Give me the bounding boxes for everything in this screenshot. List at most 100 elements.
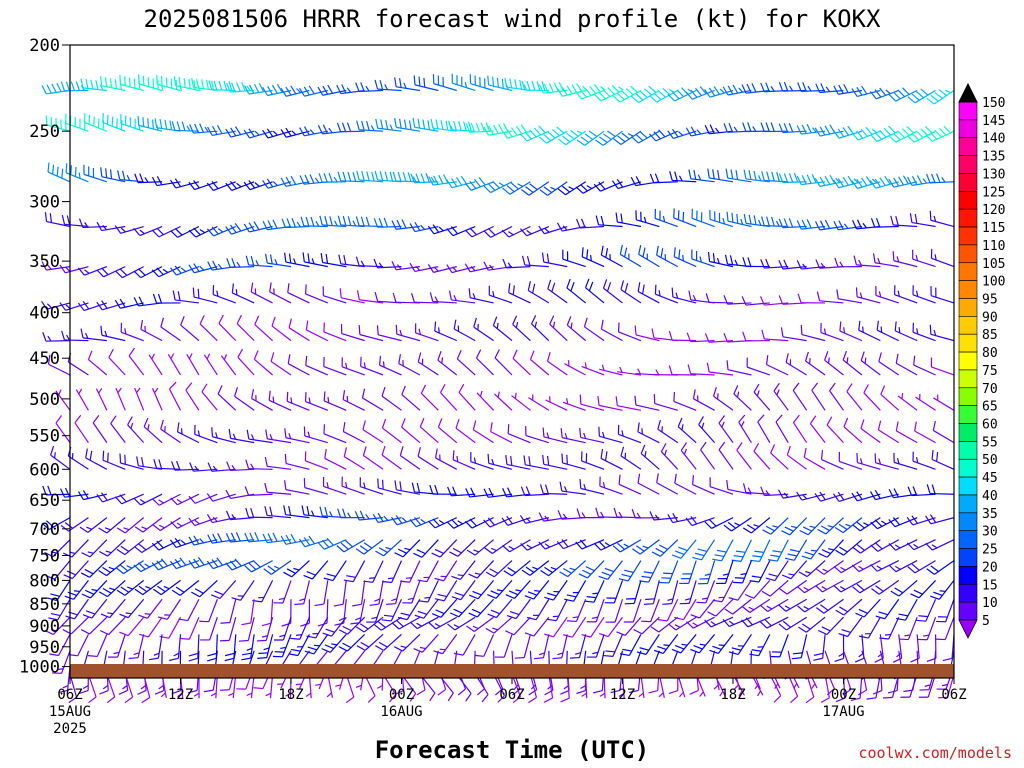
wind-barb	[134, 173, 163, 184]
wind-barb-feather	[541, 81, 546, 91]
wind-barb	[778, 259, 807, 270]
wind-barb-feather	[151, 176, 158, 186]
wind-barb-feather	[290, 85, 297, 95]
wind-barb-feather	[842, 127, 850, 136]
wind-barb-feather	[879, 177, 886, 186]
wind-barb-shaft	[109, 598, 126, 618]
wind-barb-feather	[201, 79, 205, 89]
wind-barb-feather	[692, 556, 702, 561]
wind-barb-feather	[521, 569, 531, 576]
wind-barb-feather	[105, 168, 108, 178]
wind-barb-feather	[188, 657, 198, 662]
wind-barb	[41, 261, 71, 271]
wind-barb	[869, 87, 899, 100]
wind-barb-feather	[279, 634, 286, 638]
wind-barb-feather	[656, 473, 659, 483]
wind-barb-feather	[544, 484, 549, 494]
wind-barb-feather	[133, 564, 142, 573]
wind-barb-feather	[64, 595, 74, 600]
wind-barb	[778, 81, 807, 92]
wind-barb-shaft	[287, 363, 310, 376]
wind-barb	[79, 517, 108, 533]
wind-barb-feather	[413, 647, 423, 653]
wind-barb-feather	[439, 384, 446, 393]
wind-barb-shaft	[945, 599, 955, 622]
wind-barb-feather	[100, 325, 103, 336]
wind-barb-feather	[404, 547, 411, 551]
wind-barb-feather	[47, 354, 51, 365]
wind-barb-shaft	[247, 617, 255, 641]
wind-barb-shaft	[377, 225, 402, 228]
wind-barb-shaft	[363, 539, 384, 555]
wind-barb	[264, 506, 292, 519]
wind-barb-feather	[600, 319, 604, 330]
wind-barb-feather	[102, 685, 109, 690]
wind-barb	[78, 218, 107, 229]
wind-barb	[514, 634, 531, 659]
wind-barb-feather	[914, 213, 918, 224]
wind-barb	[268, 390, 292, 411]
wind-barb-feather	[634, 325, 637, 336]
wind-barb-shaft	[653, 517, 678, 521]
wind-barb	[617, 424, 642, 444]
wind-barb-feather	[301, 505, 305, 515]
wind-barb-feather	[675, 292, 679, 299]
wind-barb	[82, 598, 108, 619]
wind-barb-shaft	[656, 254, 679, 268]
wind-barb-feather	[636, 512, 641, 519]
wind-barb-shaft	[228, 617, 237, 641]
wind-barb-shaft	[343, 431, 365, 444]
wind-barb-feather	[196, 78, 200, 89]
wind-barb	[566, 278, 587, 304]
wind-barb-feather	[728, 597, 739, 601]
wind-barb	[907, 560, 936, 574]
wind-barb	[245, 507, 273, 519]
wind-barb-feather	[871, 178, 877, 184]
wind-barb-shaft	[383, 633, 402, 651]
wind-barb-feather	[811, 382, 819, 391]
wind-barb-feather	[618, 692, 625, 698]
wind-barb-feather	[120, 586, 130, 593]
wind-barb-feather	[722, 218, 725, 224]
wind-barb	[217, 385, 237, 411]
wind-barb-feather	[216, 290, 219, 297]
wind-barb-feather	[96, 269, 104, 278]
wind-barb-feather	[197, 288, 200, 299]
wind-barb-feather	[194, 123, 199, 133]
wind-barb-feather	[386, 603, 396, 605]
wind-barb	[839, 321, 863, 342]
wind-barb-shaft	[580, 225, 605, 229]
wind-barb-feather	[158, 616, 168, 620]
colorbar-legend: 1501451401351301251201151101051009590858…	[958, 82, 1005, 639]
wind-barb	[108, 348, 126, 376]
wind-barb-feather	[765, 525, 775, 532]
wind-barb-feather	[468, 612, 478, 618]
wind-barb	[244, 532, 273, 543]
wind-barb	[207, 462, 236, 472]
wind-barb-shaft	[217, 393, 237, 411]
wind-barb-shaft	[120, 225, 144, 234]
wind-barb-shaft	[74, 598, 89, 620]
wind-barb-shaft	[598, 224, 623, 228]
wind-barb	[449, 598, 476, 618]
ground-strip	[70, 664, 954, 678]
wind-barb-feather	[888, 135, 897, 143]
wind-barb-feather	[298, 87, 306, 97]
wind-barb-shaft	[916, 634, 920, 659]
wind-barb-feather	[142, 117, 145, 127]
wind-barb-feather	[894, 321, 897, 331]
wind-barb	[336, 539, 365, 553]
wind-barb-shaft	[859, 517, 881, 532]
wind-barb-feather	[389, 171, 394, 182]
wind-barb	[792, 382, 808, 411]
wind-barb-shaft	[469, 493, 494, 498]
wind-barb-shaft	[230, 437, 255, 444]
wind-barb-shaft	[863, 392, 881, 411]
wind-barb	[686, 332, 715, 343]
wind-barb-shaft	[287, 292, 310, 304]
wind-barb-feather	[753, 524, 760, 528]
wind-barb-feather	[475, 349, 482, 359]
wind-barb	[888, 87, 918, 102]
wind-barb-feather	[133, 270, 142, 279]
wind-barb-feather	[374, 598, 381, 602]
